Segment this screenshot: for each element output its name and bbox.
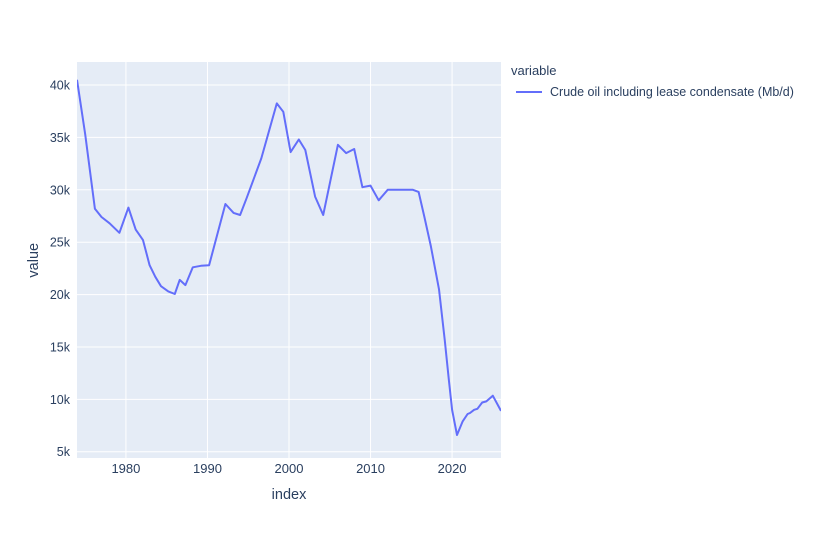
x-tick-label: 2000 [275, 461, 304, 476]
y-tick-label: 40k [50, 79, 71, 93]
legend-item-crude-oil[interactable]: Crude oil including lease condensate (Mb… [511, 85, 794, 99]
y-tick-label: 35k [50, 131, 71, 145]
x-tick-label: 2010 [356, 461, 385, 476]
legend: variable Crude oil including lease conde… [511, 63, 794, 99]
y-tick-label: 30k [50, 183, 71, 197]
series-line-crude-oil[interactable] [77, 79, 501, 436]
legend-title: variable [511, 63, 557, 78]
x-axis-title: index [271, 487, 307, 503]
y-tick-label: 25k [50, 236, 71, 250]
y-tick-label: 10k [50, 393, 71, 407]
y-tick-label: 15k [50, 340, 71, 354]
y-axis-title: value [25, 242, 42, 278]
y-tick-label: 20k [50, 288, 71, 302]
legend-item-label: Crude oil including lease condensate (Mb… [550, 85, 794, 99]
legend-line-swatch-icon [516, 91, 542, 93]
x-tick-label: 2020 [438, 461, 467, 476]
x-tick-label: 1990 [193, 461, 222, 476]
x-tick-label: 1980 [111, 461, 140, 476]
y-tick-label: 5k [57, 445, 71, 459]
